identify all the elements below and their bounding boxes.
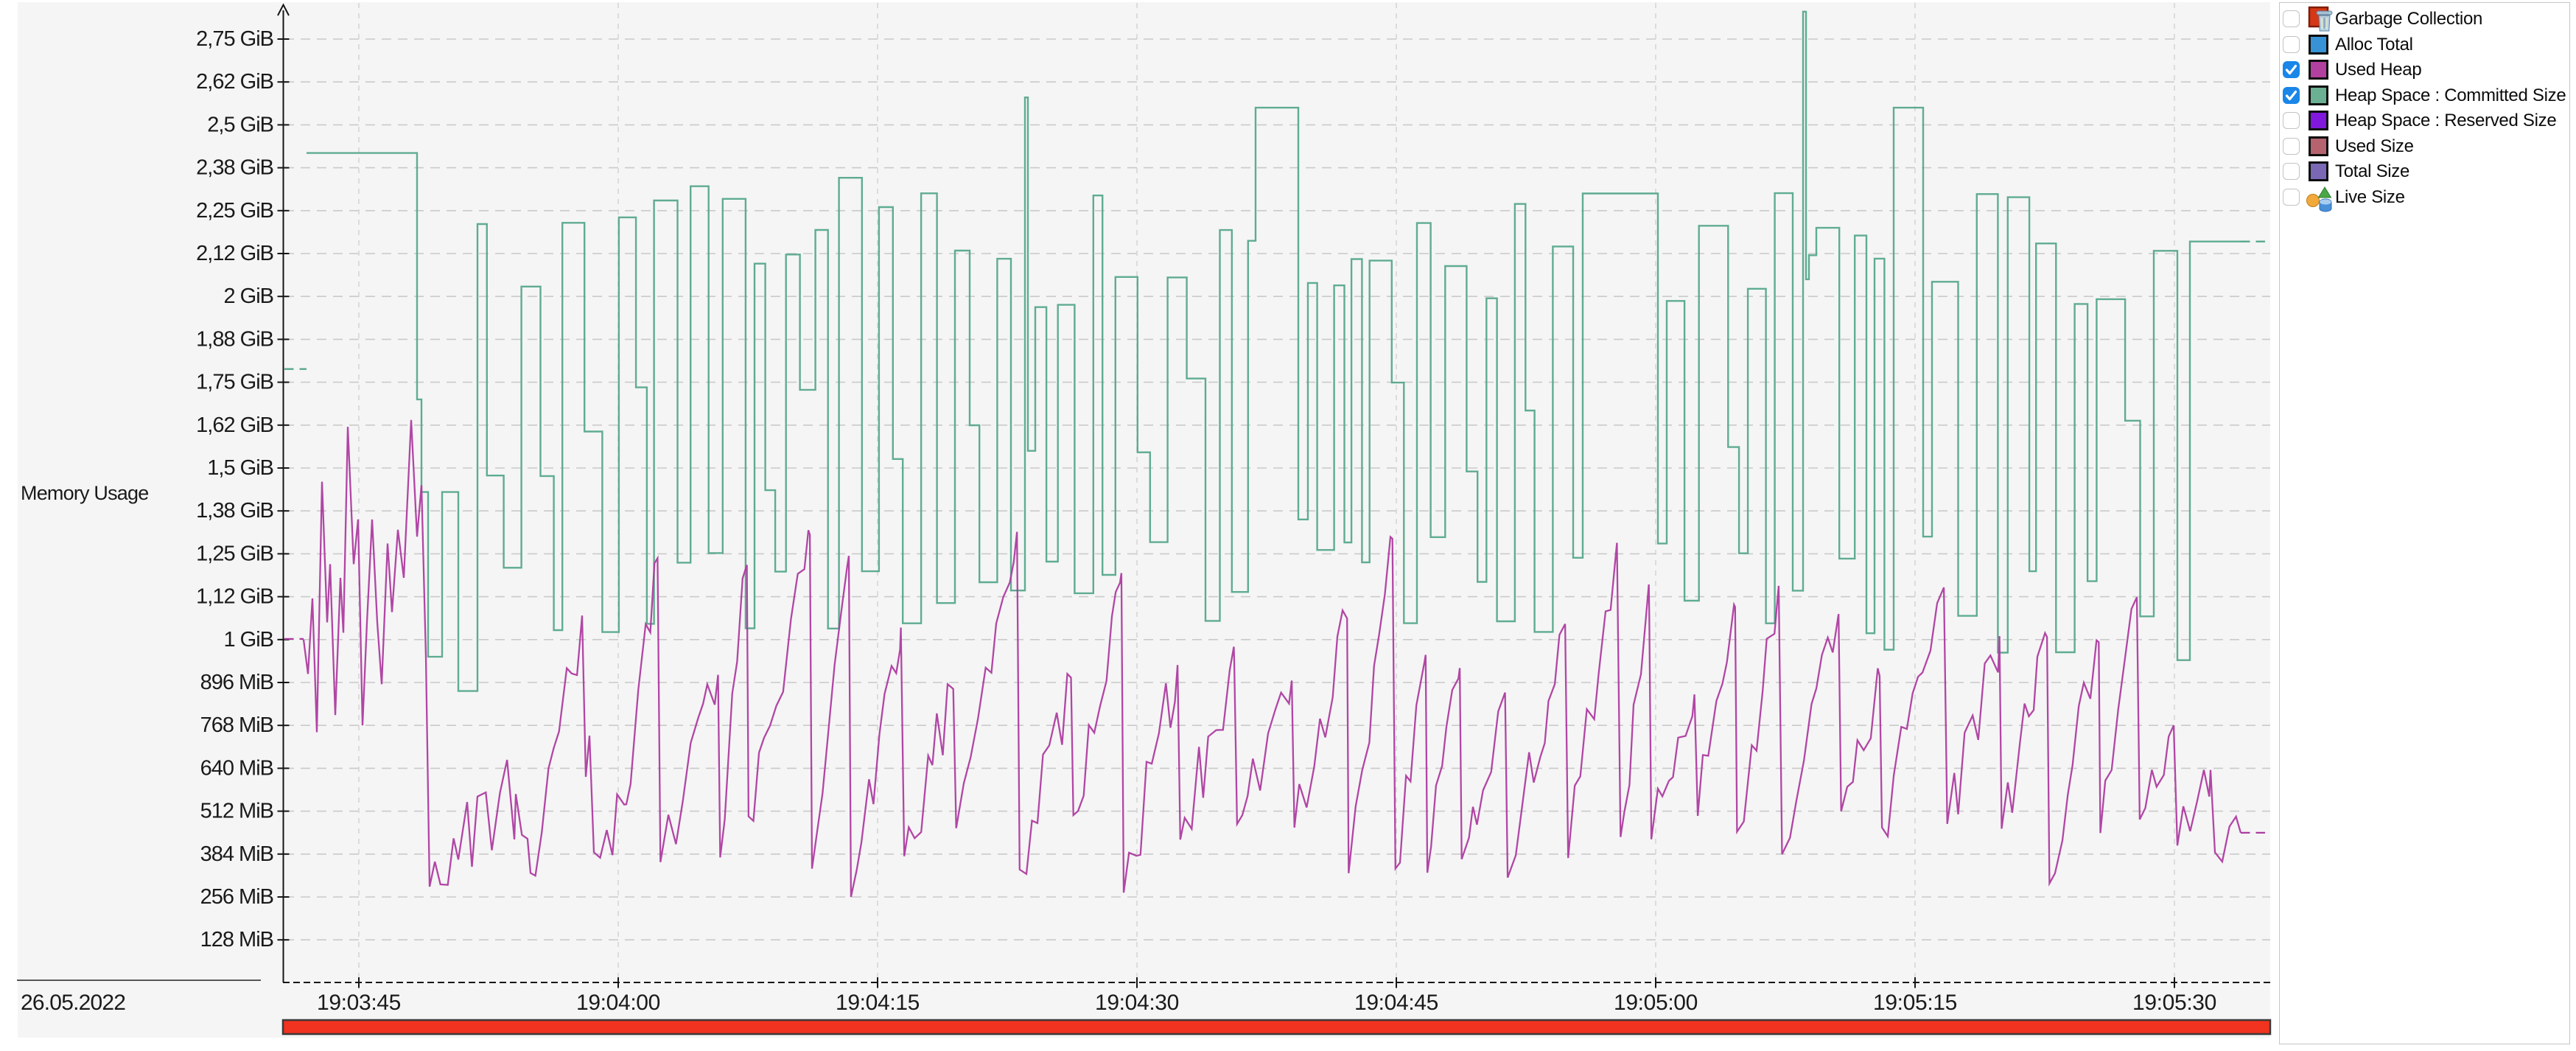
svg-text:19:04:15: 19:04:15	[836, 991, 920, 1015]
svg-text:19:05:15: 19:05:15	[1873, 991, 1957, 1015]
svg-text:256 MiB: 256 MiB	[200, 885, 273, 909]
svg-text:384 MiB: 384 MiB	[200, 842, 273, 866]
svg-text:896 MiB: 896 MiB	[200, 671, 273, 694]
svg-text:1,12 GiB: 1,12 GiB	[196, 585, 273, 609]
svg-text:1,25 GiB: 1,25 GiB	[196, 542, 273, 565]
svg-text:2 GiB: 2 GiB	[223, 284, 273, 308]
svg-text:640 MiB: 640 MiB	[200, 756, 273, 780]
svg-text:2,62 GiB: 2,62 GiB	[196, 70, 273, 94]
svg-text:Memory Usage: Memory Usage	[21, 482, 148, 504]
svg-text:128 MiB: 128 MiB	[200, 928, 273, 952]
svg-text:2,25 GiB: 2,25 GiB	[196, 199, 273, 223]
svg-text:26.05.2022: 26.05.2022	[21, 991, 125, 1015]
svg-text:2,38 GiB: 2,38 GiB	[196, 156, 273, 180]
svg-text:2,12 GiB: 2,12 GiB	[196, 242, 273, 265]
svg-text:2,5 GiB: 2,5 GiB	[207, 113, 273, 136]
svg-text:19:03:45: 19:03:45	[317, 991, 401, 1015]
svg-text:1,88 GiB: 1,88 GiB	[196, 327, 273, 351]
svg-text:1 GiB: 1 GiB	[223, 628, 273, 652]
svg-text:512 MiB: 512 MiB	[200, 800, 273, 823]
svg-text:1,38 GiB: 1,38 GiB	[196, 499, 273, 523]
svg-text:19:04:00: 19:04:00	[576, 991, 660, 1015]
svg-text:19:05:30: 19:05:30	[2132, 991, 2216, 1015]
svg-text:19:04:45: 19:04:45	[1354, 991, 1438, 1015]
svg-text:768 MiB: 768 MiB	[200, 713, 273, 737]
svg-text:19:04:30: 19:04:30	[1095, 991, 1179, 1015]
svg-text:1,5 GiB: 1,5 GiB	[207, 456, 273, 480]
svg-text:2,75 GiB: 2,75 GiB	[196, 27, 273, 51]
svg-text:1,75 GiB: 1,75 GiB	[196, 371, 273, 394]
svg-text:19:05:00: 19:05:00	[1614, 991, 1698, 1015]
svg-text:1,62 GiB: 1,62 GiB	[196, 413, 273, 437]
